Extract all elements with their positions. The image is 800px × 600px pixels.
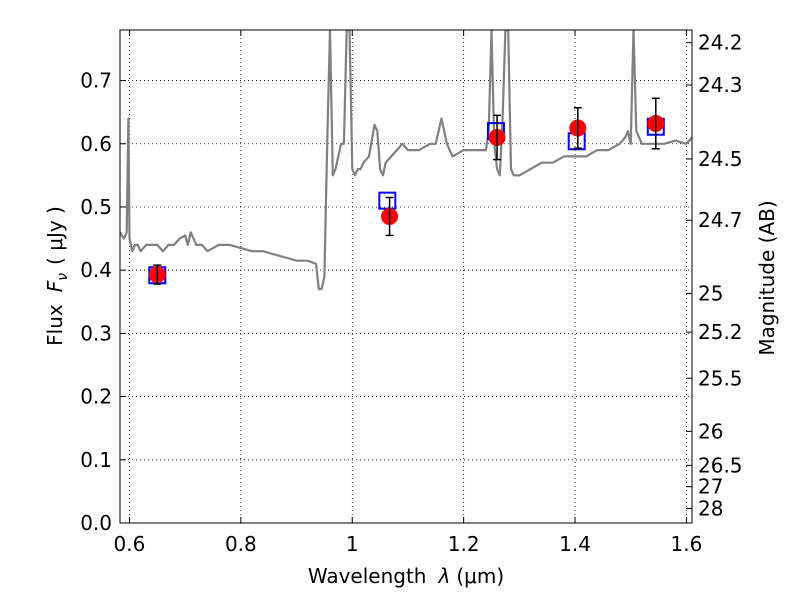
x-tick-label: 0.6: [114, 532, 146, 556]
y-axis-label-text: Flux: [43, 304, 67, 346]
y-tick-label: 0.6: [80, 132, 112, 156]
right-tick-label: 25.5: [698, 366, 743, 390]
y-axis-label-subscript: ν: [55, 273, 71, 281]
x-tick-label: 1.2: [448, 532, 480, 556]
right-tick-label: 25.2: [698, 320, 743, 344]
x-tick-label: 0.8: [225, 532, 257, 556]
right-axis-label: Magnitude (AB): [755, 200, 779, 355]
spectrum-line: [120, 30, 692, 291]
x-axis-label-symbol: λ: [438, 564, 451, 588]
right-tick-label: 28: [698, 497, 723, 521]
y-axis-label: Flux Fν ( μJy ): [43, 206, 71, 346]
y-tick-label: 0.3: [80, 321, 112, 345]
x-tick-label: 1.4: [559, 532, 591, 556]
x-axis-label-text: Wavelength: [308, 564, 427, 588]
x-axis-label-unit: (μm): [456, 564, 504, 588]
y-tick-label: 0.4: [80, 258, 112, 282]
x-tick-label: 1: [346, 532, 359, 556]
x-axis-label: Wavelength λ (μm): [308, 564, 504, 588]
series-group: [120, 30, 692, 291]
right-tick-label: 26.5: [698, 453, 743, 477]
plot-frame: [119, 29, 693, 524]
y-axis-label-symbol: F: [43, 280, 67, 292]
right-tick-label: 27: [698, 475, 723, 499]
right-tick-label: 24.2: [698, 31, 743, 55]
y-tick-label: 0.0: [80, 511, 112, 535]
y-tick-label: 0.5: [80, 195, 112, 219]
data-series: [120, 30, 692, 291]
right-tick-label: 24.5: [698, 147, 743, 171]
y-tick-label: 0.2: [80, 385, 112, 409]
x-tick-label: 1.6: [671, 532, 703, 556]
right-tick-label: 24.3: [698, 73, 743, 97]
y-axis-label-unit: ( μJy ): [43, 206, 67, 265]
plot-area: [120, 30, 692, 523]
axis-ticks: 0.6 0.8 1 1.2 1.4 1.6 0.0 0.1 0.2 0.3 0.4 0.5 0.6 0.7…: [80, 30, 743, 556]
right-tick-label: 26: [698, 419, 723, 443]
right-tick-label: 25: [698, 282, 723, 306]
right-tick-label: 24.7: [698, 208, 743, 232]
y-tick-label: 0.7: [80, 69, 112, 93]
y-tick-label: 0.1: [80, 448, 112, 472]
